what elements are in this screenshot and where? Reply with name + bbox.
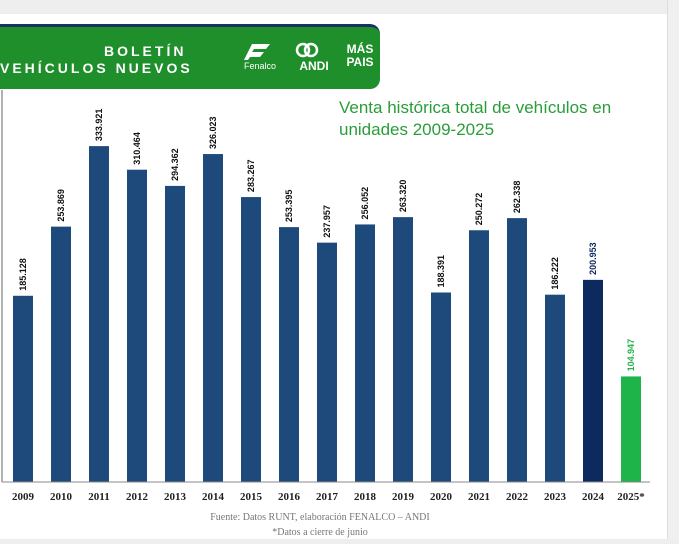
header-banner: BOLETÍN VEHÍCULOS NUEVOS Fenalco ANDI MÁ… [0,24,380,89]
bar-2011 [89,146,109,483]
value-label-2020: 188.391 [436,255,446,288]
value-label-2013: 294.362 [170,148,180,181]
bar-2014 [203,154,223,483]
bottom-window-strip [0,539,679,544]
x-tick-label-2015: 2015 [240,491,263,503]
value-label-2018: 256.052 [360,187,370,220]
value-label-2017: 237.957 [322,205,332,238]
bar-2020 [431,292,451,482]
x-tick-label-2010: 2010 [50,491,73,503]
x-tick-label-2019: 2019 [392,491,415,503]
top-window-strip [0,0,679,14]
bar-2022 [507,218,527,482]
maspais-logo-line1: MÁS [346,42,374,56]
x-tick-label-2016: 2016 [278,491,301,503]
bar-2012 [127,169,147,482]
bar-2015 [241,197,261,483]
bar-2024 [583,279,603,482]
x-tick-label-2014: 2014 [202,491,225,503]
value-label-2010: 253.869 [56,189,66,222]
x-tick-label-2009: 2009 [12,491,35,503]
right-scroll-edge [667,0,679,544]
value-label-2015: 283.267 [246,160,256,193]
fenalco-mark-icon [242,44,270,60]
x-tick-label-2017: 2017 [316,491,339,503]
bar-2018 [355,224,375,482]
maspais-logo: MÁS PAIS [342,43,378,69]
bar-2021 [469,230,489,482]
value-label-2021: 250.272 [474,193,484,226]
bar-2025 [621,376,641,482]
bar-2016 [279,227,299,482]
x-tick-label-2018: 2018 [354,491,377,503]
value-label-2019: 263.320 [398,180,408,213]
chart-title: Venta histórica total de vehículos en un… [339,98,612,139]
value-label-2023: 186.222 [550,257,560,290]
x-tick-label-2022: 2022 [506,491,529,503]
bar-2023 [545,294,565,482]
x-tick-label-2012: 2012 [126,491,149,503]
value-label-2024: 200.953 [588,242,598,275]
bar-2017 [317,242,337,482]
bar-2009 [13,295,33,482]
banner-title-line1: BOLETÍN [104,43,187,59]
value-label-2022: 262.338 [512,181,522,214]
x-tick-label-2021: 2021 [468,491,490,503]
x-tick-label-2013: 2013 [164,491,187,503]
andi-logo-text: ANDI [299,59,329,73]
x-tick-label-2023: 2023 [544,491,567,503]
value-label-2014: 326.023 [208,117,218,150]
value-label-2012: 310.464 [132,132,142,165]
maspais-logo-line2: PAIS [346,55,374,69]
x-tick-label-2025: 2025* [617,491,645,503]
andi-mark-icon [295,42,319,58]
data-cutoff-note: *Datos a cierre de junio [272,527,368,538]
source-note: Fuente: Datos RUNT, elaboración FENALCO … [210,512,430,523]
fenalco-logo: Fenalco [238,41,282,71]
x-tick-label-2024: 2024 [582,491,605,503]
bar-2013 [165,185,185,482]
andi-logo: ANDI [292,41,336,73]
value-label-2016: 253.395 [284,190,294,223]
value-label-2009: 185.128 [18,258,28,291]
bar-2010 [51,226,71,482]
value-label-2011: 333.921 [94,109,104,142]
x-tick-label-2020: 2020 [430,491,453,503]
fenalco-logo-text: Fenalco [243,61,277,71]
value-label-2025: 104.947 [626,339,636,372]
bar-2019 [393,217,413,483]
x-tick-label-2011: 2011 [88,491,109,503]
banner-title-line2: VEHÍCULOS NUEVOS [0,60,193,76]
